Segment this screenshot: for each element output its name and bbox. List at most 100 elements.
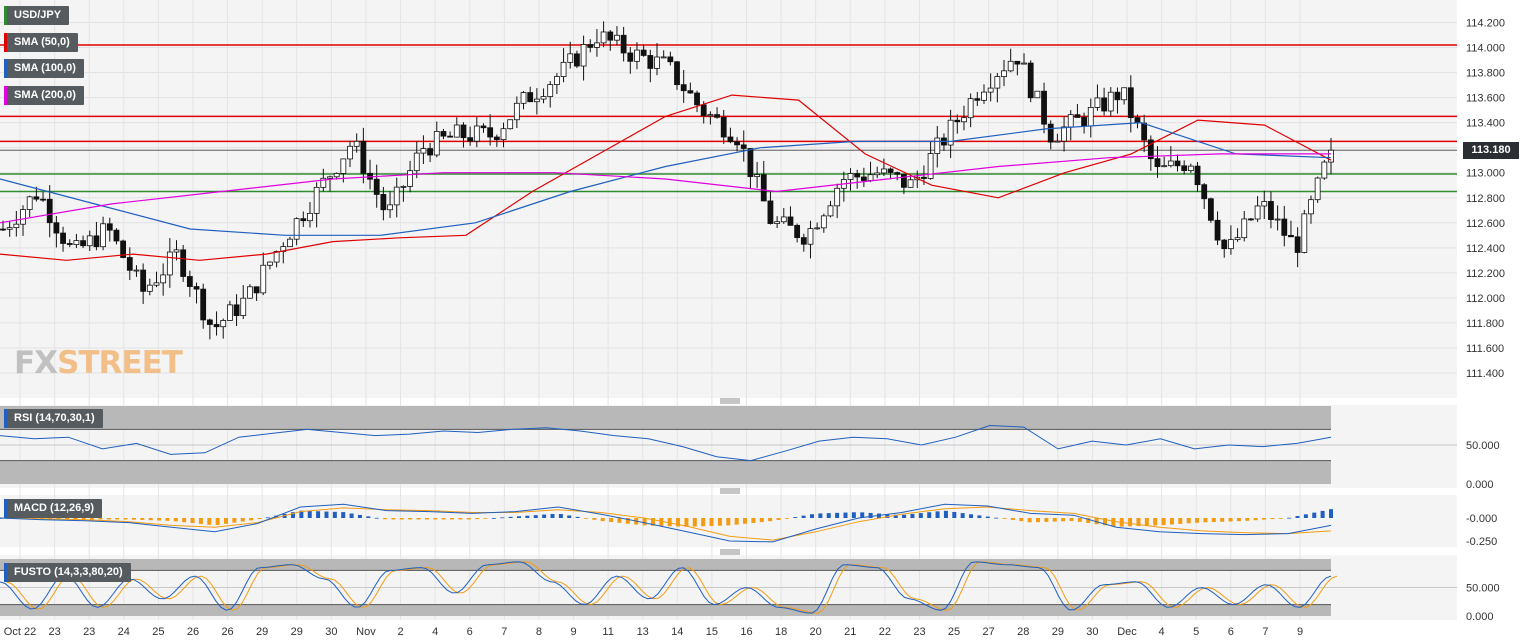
- fusto-label[interactable]: FUSTO (14,3,3,80,20): [4, 563, 131, 582]
- macd-histogram-bar: [73, 518, 78, 520]
- x-tick-label: Dec: [1117, 626, 1137, 638]
- candle-body: [1301, 213, 1308, 253]
- x-tick-label: 9: [570, 626, 576, 638]
- x-tick-label: 27: [983, 626, 995, 638]
- instrument-swatch: [4, 6, 7, 25]
- candle-body: [827, 205, 834, 217]
- macd-swatch: [4, 499, 7, 518]
- candle-body: [1027, 62, 1034, 99]
- candle-body: [260, 264, 267, 294]
- candle-body: [1227, 239, 1234, 250]
- macd-histogram-bar: [1010, 518, 1015, 521]
- candle-body: [1067, 114, 1074, 128]
- macd-histogram-bar: [458, 518, 463, 520]
- candle-body: [166, 251, 173, 276]
- macd-histogram-bar: [123, 518, 128, 520]
- candle-body: [1107, 91, 1114, 112]
- macd-histogram-bar: [734, 518, 739, 525]
- macd-histogram-bar: [726, 518, 731, 526]
- macd-histogram-bar: [140, 518, 145, 520]
- macd-histogram-bar: [491, 517, 496, 519]
- sma-200-label[interactable]: SMA (200,0): [4, 86, 84, 105]
- candle-body: [1014, 60, 1021, 65]
- x-tick-label: 25: [152, 626, 164, 638]
- current-price-badge: 113.180: [1463, 142, 1519, 159]
- sma-50-line: [0, 94, 1332, 261]
- macd-histogram-bar: [1203, 518, 1208, 523]
- price-y-tick: 114.200: [1466, 18, 1505, 30]
- macd-histogram-bar: [1052, 518, 1057, 522]
- candle-body: [1001, 70, 1007, 78]
- candle-body: [387, 204, 393, 211]
- candle-body: [547, 84, 554, 97]
- price-plot-area: [0, 0, 1457, 398]
- x-tick-label: 18: [775, 626, 787, 638]
- candle-body: [927, 153, 934, 179]
- macd-histogram-bar: [500, 517, 505, 519]
- candle-body: [880, 168, 887, 174]
- macd-histogram-bar: [1111, 518, 1116, 527]
- macd-histogram-bar: [567, 515, 572, 518]
- candle-body: [1147, 139, 1154, 160]
- x-tick-label: Nov: [356, 626, 376, 638]
- candle-body: [513, 102, 520, 121]
- candle-body: [627, 52, 634, 62]
- panel-resize-handles[interactable]: [720, 398, 740, 555]
- macd-histogram-bar: [860, 512, 865, 518]
- candle-body: [240, 297, 247, 316]
- rsi-y-tick: 0.000: [1466, 479, 1494, 491]
- candle-body: [981, 91, 987, 101]
- sma-50-swatch: [4, 33, 7, 52]
- macd-label[interactable]: MACD (12,26,9): [4, 499, 103, 518]
- price-y-tick: 113.400: [1466, 118, 1505, 130]
- candle-body: [1021, 62, 1027, 65]
- candle-body: [200, 288, 207, 321]
- logo-fx: FX: [14, 345, 58, 381]
- candle-body: [660, 56, 667, 59]
- support-resistance-lines: [0, 44, 1457, 193]
- sma-200-line: [0, 153, 1331, 224]
- candle-body: [820, 215, 827, 229]
- macd-histogram-bar: [1102, 518, 1107, 526]
- candle-body: [647, 55, 654, 69]
- candle-body: [1261, 201, 1268, 207]
- candle-body: [1047, 123, 1054, 143]
- sma-100-text: SMA (100,0): [14, 62, 76, 74]
- x-tick-label: 30: [1086, 626, 1098, 638]
- candle-body: [407, 170, 413, 187]
- price-y-tick: 114.000: [1466, 43, 1505, 55]
- candle-body: [934, 137, 941, 154]
- macd-histogram-bar: [667, 518, 672, 527]
- x-tick-label: 9: [1297, 626, 1303, 638]
- x-tick-label: 13: [637, 626, 649, 638]
- price-y-tick: 112.800: [1466, 193, 1505, 205]
- macd-layer: [0, 503, 1333, 543]
- sma-50-label[interactable]: SMA (50,0): [4, 33, 78, 52]
- candle-body: [6, 227, 13, 230]
- fusto-text: FUSTO (14,3,3,80,20): [14, 566, 123, 578]
- macd-histogram-bar: [977, 515, 982, 518]
- candle-body: [393, 186, 400, 206]
- price-y-tick: 111.800: [1466, 318, 1504, 330]
- fusto-layer: [0, 559, 1457, 616]
- candle-body: [1127, 87, 1134, 119]
- fusto-lower-zone: [0, 604, 1331, 616]
- candle-body: [687, 90, 694, 94]
- grid-lines: [0, 0, 1457, 620]
- rsi-layer: [0, 406, 1457, 484]
- x-tick-label: 23: [48, 626, 60, 638]
- macd-histogram-bar: [835, 512, 840, 518]
- rsi-label[interactable]: RSI (14,70,30,1): [4, 409, 103, 428]
- macd-histogram-bar: [1320, 510, 1325, 518]
- macd-histogram-bar: [1178, 518, 1183, 524]
- candle-body: [1114, 91, 1121, 101]
- candle-body: [674, 61, 680, 86]
- candle-body: [800, 237, 807, 245]
- candle-body: [847, 173, 854, 180]
- candle-body: [1328, 149, 1334, 163]
- instrument-label[interactable]: USD/JPY: [4, 6, 70, 25]
- sma-100-label[interactable]: SMA (100,0): [4, 59, 84, 78]
- macd-histogram-bar: [1312, 512, 1317, 518]
- macd-histogram-bar: [818, 513, 823, 518]
- macd-histogram-bar: [1153, 518, 1158, 526]
